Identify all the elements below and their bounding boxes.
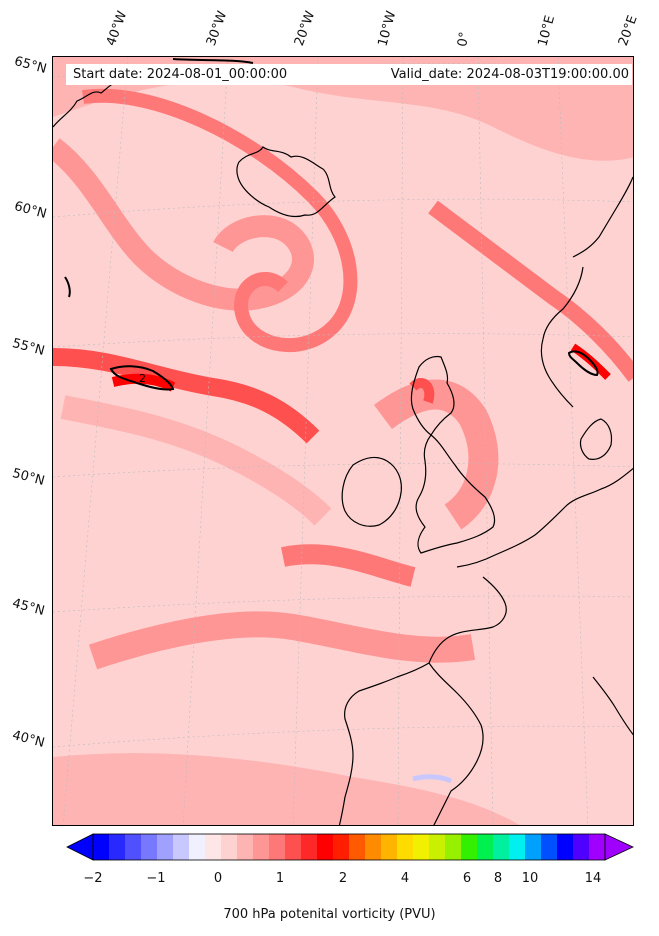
colorbar-swatch bbox=[397, 834, 414, 860]
pv-max-west bbox=[111, 373, 176, 392]
colorbar-swatch bbox=[285, 834, 302, 860]
colorbar-tick-label: 14 bbox=[584, 871, 602, 886]
pv-base-shading bbox=[53, 57, 633, 825]
lon-label: 0° bbox=[455, 30, 473, 48]
colorbar-swatch bbox=[493, 834, 510, 860]
colorbar-tick-label: 10 bbox=[521, 871, 539, 886]
colorbar-title: 700 hPa potenital vorticity (PVU) bbox=[223, 907, 436, 922]
pv-south-fill bbox=[53, 753, 520, 825]
lat-label: 55°N bbox=[10, 336, 47, 359]
lat-label: 45°N bbox=[10, 596, 47, 619]
colorbar-swatch bbox=[173, 834, 190, 860]
europe-coast bbox=[428, 467, 633, 825]
colorbar-tick-label: 6 bbox=[462, 871, 472, 886]
colorbar-extend-max bbox=[604, 833, 634, 861]
colorbar-swatch bbox=[541, 834, 558, 860]
colorbar-swatch bbox=[349, 834, 366, 860]
lon-label: 20°W bbox=[291, 9, 319, 48]
lon-label: 40°W bbox=[103, 9, 131, 48]
pv-map: 2 bbox=[52, 56, 634, 826]
colorbar-swatch bbox=[509, 834, 526, 860]
lon-label: 10°W bbox=[375, 9, 400, 48]
italy-coast bbox=[592, 676, 633, 736]
pv-contour-edge bbox=[64, 276, 71, 298]
colorbar bbox=[66, 833, 634, 861]
iberia-coast bbox=[338, 662, 430, 825]
pv-shading bbox=[53, 57, 633, 825]
colorbar-swatch bbox=[413, 834, 430, 860]
colorbar-tick-label: 8 bbox=[493, 871, 503, 886]
pv-contour-west bbox=[109, 365, 175, 391]
colorbar-swatch bbox=[461, 834, 478, 860]
pv-scotland-max bbox=[409, 378, 435, 404]
colorbar-swatch bbox=[93, 834, 110, 860]
colorbar-swatch bbox=[141, 834, 158, 860]
colorbar-swatch bbox=[269, 834, 286, 860]
colorbar-swatch bbox=[445, 834, 462, 860]
denmark-coast bbox=[579, 418, 613, 460]
contour-label-2: 2 bbox=[139, 372, 146, 385]
colorbar-swatch bbox=[429, 834, 446, 860]
colorbar-swatch bbox=[365, 834, 382, 860]
colorbar-swatch bbox=[333, 834, 350, 860]
colorbar-tick-label: −2 bbox=[83, 871, 103, 886]
colorbar-extend-min bbox=[66, 833, 94, 861]
colorbar-swatch bbox=[221, 834, 238, 860]
pv-uk-band bbox=[374, 379, 499, 530]
coastlines bbox=[53, 81, 633, 825]
colorbar-swatch bbox=[205, 834, 222, 860]
lat-label: 40°N bbox=[10, 728, 47, 751]
colorbar-tick-label: 4 bbox=[400, 871, 410, 886]
colorbar-swatch bbox=[317, 834, 334, 860]
colorbar-swatch bbox=[525, 834, 542, 860]
pv-streamer-west bbox=[53, 348, 320, 444]
colorbar-tick-label: −1 bbox=[146, 871, 166, 886]
colorbar-swatch bbox=[109, 834, 126, 860]
pv-contour-norway bbox=[567, 350, 599, 377]
colorbar-swatch bbox=[253, 834, 270, 860]
colorbar-swatch bbox=[589, 834, 606, 860]
colorbar-tick-label: 0 bbox=[213, 871, 223, 886]
pv-streamer-south bbox=[60, 395, 332, 526]
iceland-coast bbox=[236, 146, 336, 218]
norway-coast bbox=[540, 176, 633, 408]
england-coast bbox=[415, 434, 496, 554]
colorbar-swatch bbox=[477, 834, 494, 860]
colorbar-tick-label: 2 bbox=[338, 871, 348, 886]
colorbar-tick-label: 1 bbox=[275, 871, 285, 886]
colorbar-swatch bbox=[125, 834, 142, 860]
valid-date-text: Valid_date: 2024-08-03T19:00:00.00 bbox=[390, 67, 629, 82]
info-bar: Start date: 2024-08-01_00:00:00 Valid_da… bbox=[66, 64, 632, 85]
colorbar-outline bbox=[92, 833, 606, 861]
pv-norway-band bbox=[428, 200, 633, 382]
colorbar-swatch bbox=[157, 834, 174, 860]
colorbar-swatch bbox=[381, 834, 398, 860]
scotland-coast bbox=[410, 355, 455, 436]
lon-label: 30°W bbox=[203, 9, 231, 48]
pv-contour-top bbox=[172, 58, 254, 64]
colorbar-swatch bbox=[573, 834, 590, 860]
pv-band-south bbox=[88, 611, 476, 670]
pv-2-contours bbox=[64, 58, 599, 391]
lon-label: 10°E bbox=[535, 13, 559, 49]
colorbar-swatch bbox=[237, 834, 254, 860]
pv-spiral-outer bbox=[53, 138, 314, 311]
lat-label: 50°N bbox=[10, 466, 47, 489]
pv-negative-patch bbox=[412, 774, 453, 784]
colorbar-swatch bbox=[301, 834, 318, 860]
lat-label: 60°N bbox=[12, 199, 49, 222]
colorbar-swatch bbox=[557, 834, 574, 860]
colorbar-swatch bbox=[189, 834, 206, 860]
pv-field-plot: 2 bbox=[53, 57, 633, 825]
pv-spiral-inner bbox=[82, 88, 358, 353]
lon-label: 20°E bbox=[615, 13, 641, 49]
start-date-text: Start date: 2024-08-01_00:00:00 bbox=[73, 67, 288, 82]
lat-label: 65°N bbox=[12, 54, 49, 77]
ireland-coast bbox=[341, 456, 402, 527]
